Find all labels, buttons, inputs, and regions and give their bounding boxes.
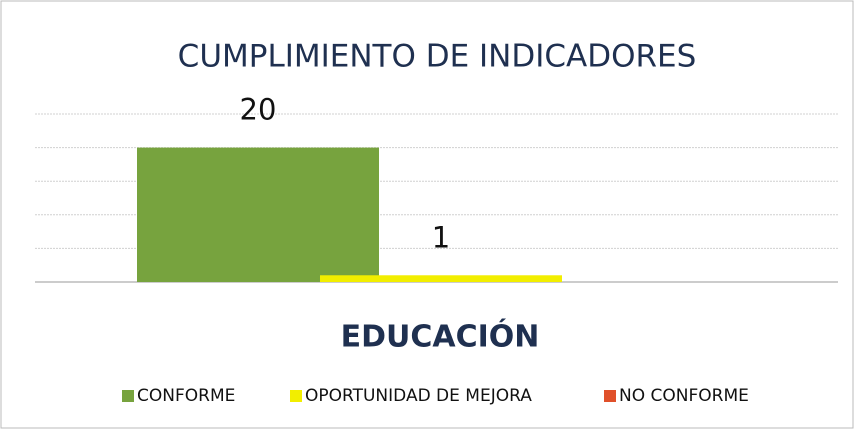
bar [137,147,379,282]
chart-title: CUMPLIMIENTO DE INDICADORES [178,39,697,75]
legend-label: NO CONFORME [619,386,749,406]
data-label: 1 [432,220,450,254]
bar [320,275,562,282]
legend-swatch [604,390,616,402]
data-label: 20 [240,93,277,127]
legend-label: CONFORME [137,386,235,406]
x-tick-label: EDUCACIÓN [341,318,540,355]
legend-swatch [290,390,302,402]
legend-swatch [122,390,134,402]
legend-label: OPORTUNIDAD DE MEJORA [305,386,532,406]
